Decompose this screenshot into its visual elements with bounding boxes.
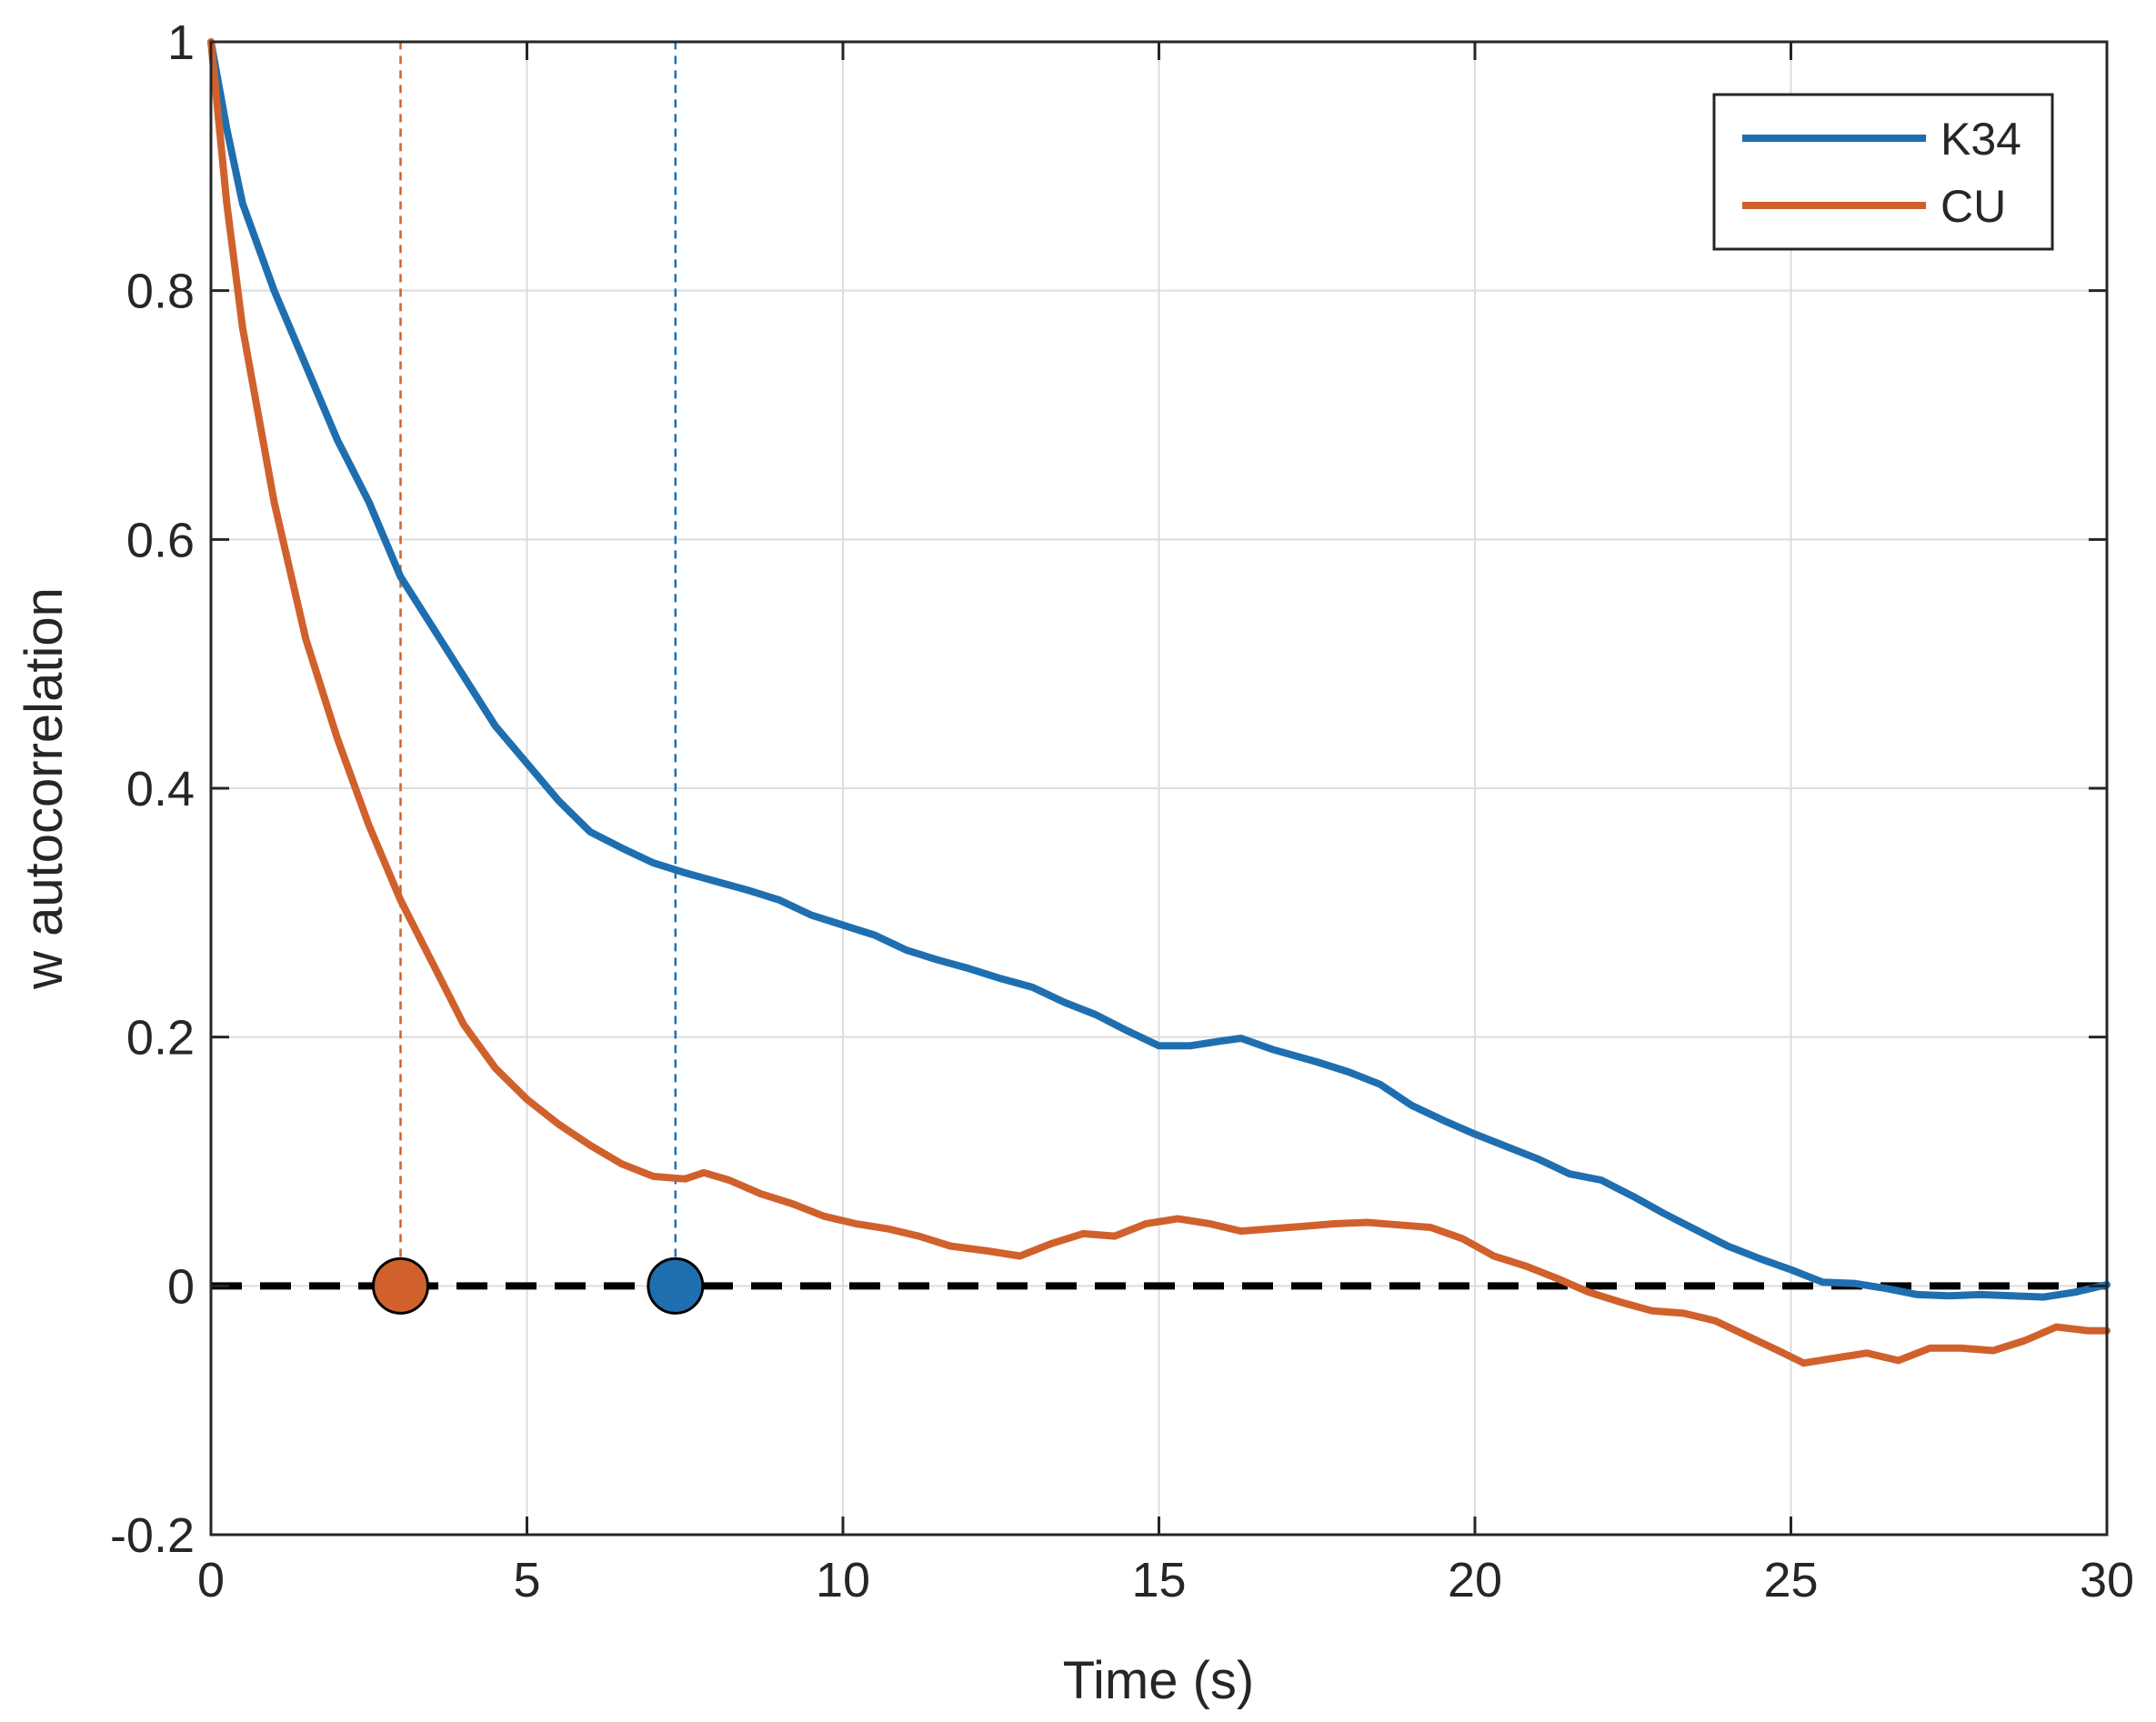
series-layer [207, 38, 2111, 1367]
marker-cu [372, 1256, 429, 1315]
legend-box [1712, 93, 2054, 251]
legend: K34 CU [1712, 93, 2054, 251]
x-tick-label: 5 [513, 1553, 540, 1607]
x-tick-label: 0 [197, 1553, 225, 1607]
x-tick-label: 25 [1763, 1553, 1818, 1607]
y-tick-label: 0.6 [126, 513, 195, 567]
y-tick-label: 1 [167, 15, 195, 70]
y-tick-label: 0.8 [126, 265, 195, 319]
legend-label-cu: CU [1940, 181, 2006, 232]
series-line-cu [207, 38, 2111, 1367]
x-axis-title: Time (s) [1063, 1651, 1254, 1710]
legend-label-k34: K34 [1940, 114, 2021, 165]
y-tick-label: 0.4 [126, 762, 195, 816]
marker-k34 [647, 1256, 705, 1315]
x-tick-label: 15 [1131, 1553, 1186, 1607]
x-tick-label: 10 [816, 1553, 870, 1607]
x-tick-label: 20 [1448, 1553, 1502, 1607]
tick-labels: 0 5 10 15 20 25 30-0.200.20.40.60.81 [110, 15, 2134, 1607]
marker-layer [372, 1256, 705, 1315]
y-axis-title: w autocorrelation [15, 587, 74, 990]
x-tick-label: 30 [2080, 1553, 2134, 1607]
y-tick-label: 0.2 [126, 1011, 195, 1066]
series-line-k34 [207, 38, 2111, 1301]
y-tick-label: -0.2 [110, 1508, 195, 1563]
y-tick-label: 0 [167, 1259, 195, 1314]
tick-marks [209, 40, 2109, 1537]
